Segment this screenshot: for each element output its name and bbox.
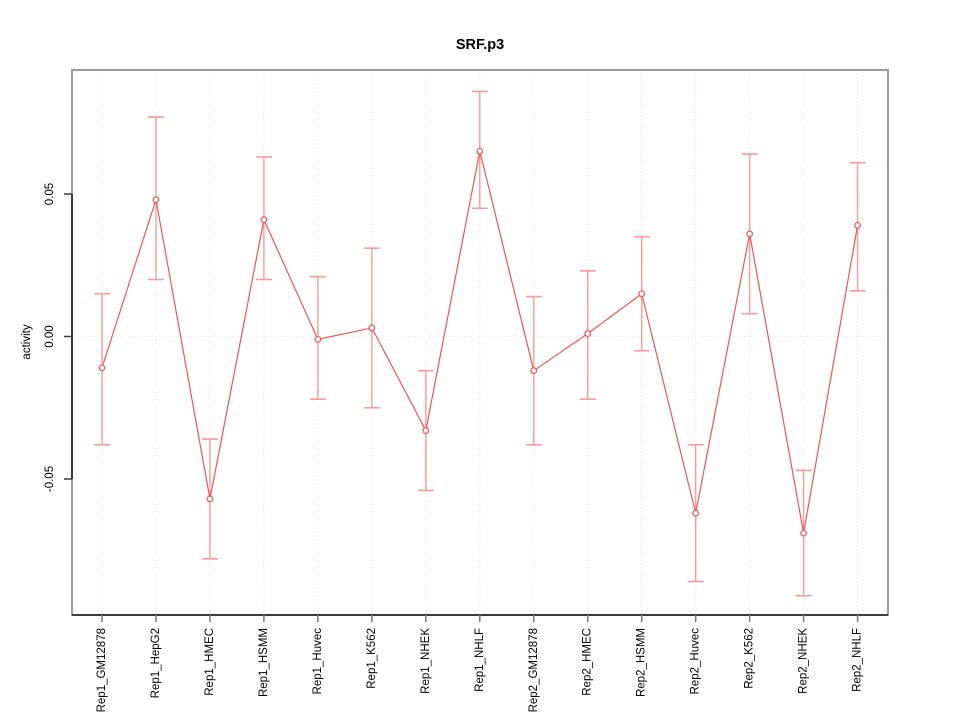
y-axis-tick-label: 0.05 bbox=[44, 183, 56, 205]
x-axis-tick-label: Rep1_HSMM bbox=[258, 628, 270, 697]
y-axis-tick-label: -0.05 bbox=[44, 466, 56, 492]
y-axis-tick-label: 0.00 bbox=[44, 325, 56, 347]
x-axis-tick-label: Rep1_NHEK bbox=[420, 628, 432, 694]
data-point bbox=[314, 335, 322, 343]
x-axis-tick-label: Rep2_Huvec bbox=[690, 628, 702, 695]
chart-layers: -0.05 0.00 0.05 Rep1_GM12878 Rep1_HepG2 Rep1_… bbox=[44, 69, 889, 712]
x-axis-tick-label: Rep2_GM12878 bbox=[528, 628, 540, 712]
data-point bbox=[800, 529, 808, 537]
data-point bbox=[584, 330, 592, 338]
x-axis-tick-label: Rep2_NHEK bbox=[798, 628, 810, 694]
data-point bbox=[206, 495, 214, 503]
x-axis-tick-label: Rep1_HMEC bbox=[204, 628, 216, 696]
x-axis-tick-label: Rep1_NHLF bbox=[474, 628, 486, 692]
x-axis-tick-label: Rep2_HMEC bbox=[582, 628, 594, 696]
data-point bbox=[530, 367, 538, 375]
data-point bbox=[692, 509, 700, 517]
chart-title: SRF.p3 bbox=[456, 37, 504, 53]
data-point bbox=[422, 427, 430, 434]
data-point bbox=[368, 324, 376, 332]
x-axis-tick-label: Rep2_K562 bbox=[744, 628, 756, 689]
data-point bbox=[854, 221, 861, 229]
data-point bbox=[98, 364, 106, 372]
data-point bbox=[746, 230, 754, 238]
x-axis-tick-label: Rep1_GM12878 bbox=[96, 628, 108, 712]
x-axis-tick-label: Rep1_HepG2 bbox=[150, 628, 162, 698]
y-axis-title: activity bbox=[21, 324, 33, 359]
data-point bbox=[152, 196, 160, 204]
x-axis-tick-label: Rep1_Huvec bbox=[312, 628, 324, 695]
x-axis-tick-label: Rep2_NHLF bbox=[852, 628, 864, 692]
x-axis-tick-label: Rep2_HSMM bbox=[636, 628, 648, 697]
data-point bbox=[638, 290, 646, 298]
x-axis-tick-label: Rep1_K562 bbox=[366, 628, 378, 689]
data-point bbox=[260, 216, 268, 224]
data-point bbox=[476, 147, 484, 155]
